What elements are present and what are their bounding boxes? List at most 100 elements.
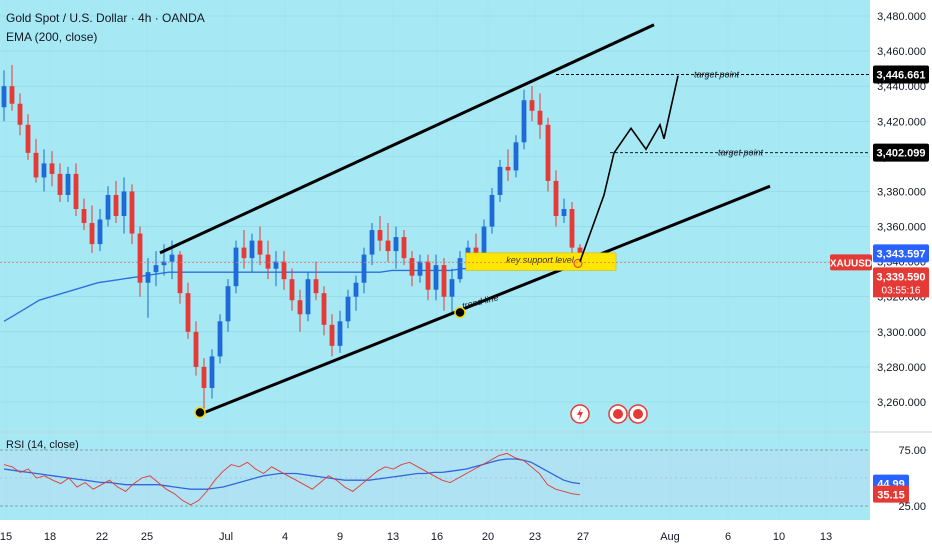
ema-indicator-label: EMA (200, close) — [6, 30, 97, 44]
candle-body[interactable] — [57, 173, 63, 195]
projection-path[interactable] — [579, 75, 679, 262]
candle-body[interactable] — [449, 279, 455, 297]
candle-body[interactable] — [265, 254, 271, 269]
target-low-price-label-box — [873, 143, 929, 162]
candle-body[interactable] — [241, 247, 247, 259]
candle-body[interactable] — [345, 296, 351, 322]
candle-body[interactable] — [433, 265, 439, 290]
candle-body[interactable] — [161, 261, 167, 266]
candle-body[interactable] — [393, 237, 399, 252]
candle-body[interactable] — [305, 279, 311, 315]
candle-body[interactable] — [409, 258, 415, 276]
countdown-label: 03:55:16 — [882, 285, 921, 296]
candle-body[interactable] — [329, 324, 335, 346]
candle-body[interactable] — [457, 258, 463, 280]
candle-body[interactable] — [129, 191, 135, 234]
candle-body[interactable] — [289, 279, 295, 301]
candle-body[interactable] — [553, 180, 559, 217]
upper-channel-line[interactable] — [159, 23, 655, 255]
candle-body[interactable] — [473, 247, 479, 255]
price-tick-label: 3,280.000 — [877, 362, 926, 374]
candle-body[interactable] — [113, 194, 119, 217]
candle-body[interactable] — [513, 142, 519, 171]
candle-body[interactable] — [297, 300, 303, 315]
candle-body[interactable] — [401, 237, 407, 259]
candle-body[interactable] — [25, 124, 31, 153]
candle-body[interactable] — [9, 86, 15, 104]
candle-body[interactable] — [89, 223, 95, 245]
pivot-low-dot-2[interactable] — [454, 306, 466, 319]
lower-channel-line[interactable] — [199, 184, 771, 416]
candle-body[interactable] — [81, 209, 87, 224]
price-tick-label: 3,420.000 — [877, 116, 926, 128]
candle-body[interactable] — [201, 366, 207, 388]
candle-body[interactable] — [217, 321, 223, 357]
candle-body[interactable] — [313, 279, 319, 294]
candle-body[interactable] — [337, 321, 343, 346]
rsi-value-box — [873, 485, 909, 503]
candle-body[interactable] — [185, 293, 191, 332]
candle-body[interactable] — [33, 152, 39, 178]
candlestick-series[interactable] — [1, 65, 583, 410]
time-tick-label: 13 — [387, 531, 399, 543]
candle-body[interactable] — [169, 254, 175, 262]
candle-body[interactable] — [385, 240, 391, 252]
candle-body[interactable] — [441, 265, 447, 297]
target-low-price-label: 3,402.099 — [877, 148, 926, 160]
candle-body[interactable] — [73, 173, 79, 209]
candle-body[interactable] — [369, 230, 375, 255]
candle-body[interactable] — [529, 100, 535, 111]
candle-body[interactable] — [353, 282, 359, 297]
target-high-price-label-box — [873, 65, 929, 84]
candle-body[interactable] — [377, 230, 383, 241]
candle-body[interactable] — [481, 226, 487, 255]
candle-body[interactable] — [209, 356, 215, 388]
candle-body[interactable] — [425, 261, 431, 290]
event-icons[interactable] — [570, 404, 648, 424]
candle-body[interactable] — [321, 293, 327, 325]
candle-body[interactable] — [41, 163, 47, 178]
candle-body[interactable] — [537, 110, 543, 125]
last-price-label-box — [873, 267, 929, 286]
candle-body[interactable] — [233, 247, 239, 287]
candle-body[interactable] — [257, 240, 263, 255]
candle-body[interactable] — [225, 286, 231, 322]
price-tick-label: 3,460.000 — [877, 46, 926, 58]
rsi-tick-label: 75.00 — [898, 445, 926, 457]
price-tick-label: 3,360.000 — [877, 222, 926, 234]
us-flag-icon — [613, 409, 623, 419]
candle-body[interactable] — [361, 254, 367, 283]
candle-body[interactable] — [49, 163, 55, 174]
candle-body[interactable] — [97, 219, 103, 245]
candle-body[interactable] — [177, 254, 183, 294]
candle-body[interactable] — [505, 166, 511, 171]
candle-body[interactable] — [137, 233, 143, 283]
candle-body[interactable] — [17, 103, 23, 125]
candle-body[interactable] — [1, 86, 7, 108]
candle-body[interactable] — [569, 209, 575, 248]
key-support-label: key support level — [506, 255, 575, 265]
candle-body[interactable] — [105, 194, 111, 220]
candle-body[interactable] — [153, 265, 159, 273]
candle-body[interactable] — [121, 191, 127, 217]
candle-body[interactable] — [193, 331, 199, 367]
candle-body[interactable] — [273, 261, 279, 269]
candle-body[interactable] — [561, 209, 567, 217]
candle-body[interactable] — [65, 173, 71, 195]
candle-body[interactable] — [145, 272, 151, 283]
time-axis[interactable]: 15 18 22 25 Jul 4 9 13 16 20 23 27 Aug 6 10 13 — [0, 531, 832, 543]
candle-body[interactable] — [249, 240, 255, 259]
candle-body[interactable] — [521, 100, 527, 143]
time-tick-label: 25 — [141, 531, 153, 543]
candle-body[interactable] — [545, 124, 551, 181]
price-axis[interactable]: 3,480.000 3,460.000 3,440.000 3,420.000 3,40… — [830, 11, 929, 513]
candle-body[interactable] — [489, 194, 495, 227]
time-tick-label: 16 — [431, 531, 443, 543]
rsi-value: 35.15 — [877, 490, 905, 502]
pivot-low-dot[interactable] — [194, 406, 206, 419]
candle-body[interactable] — [417, 261, 423, 276]
candle-body[interactable] — [497, 166, 503, 195]
candle-body[interactable] — [281, 261, 287, 280]
